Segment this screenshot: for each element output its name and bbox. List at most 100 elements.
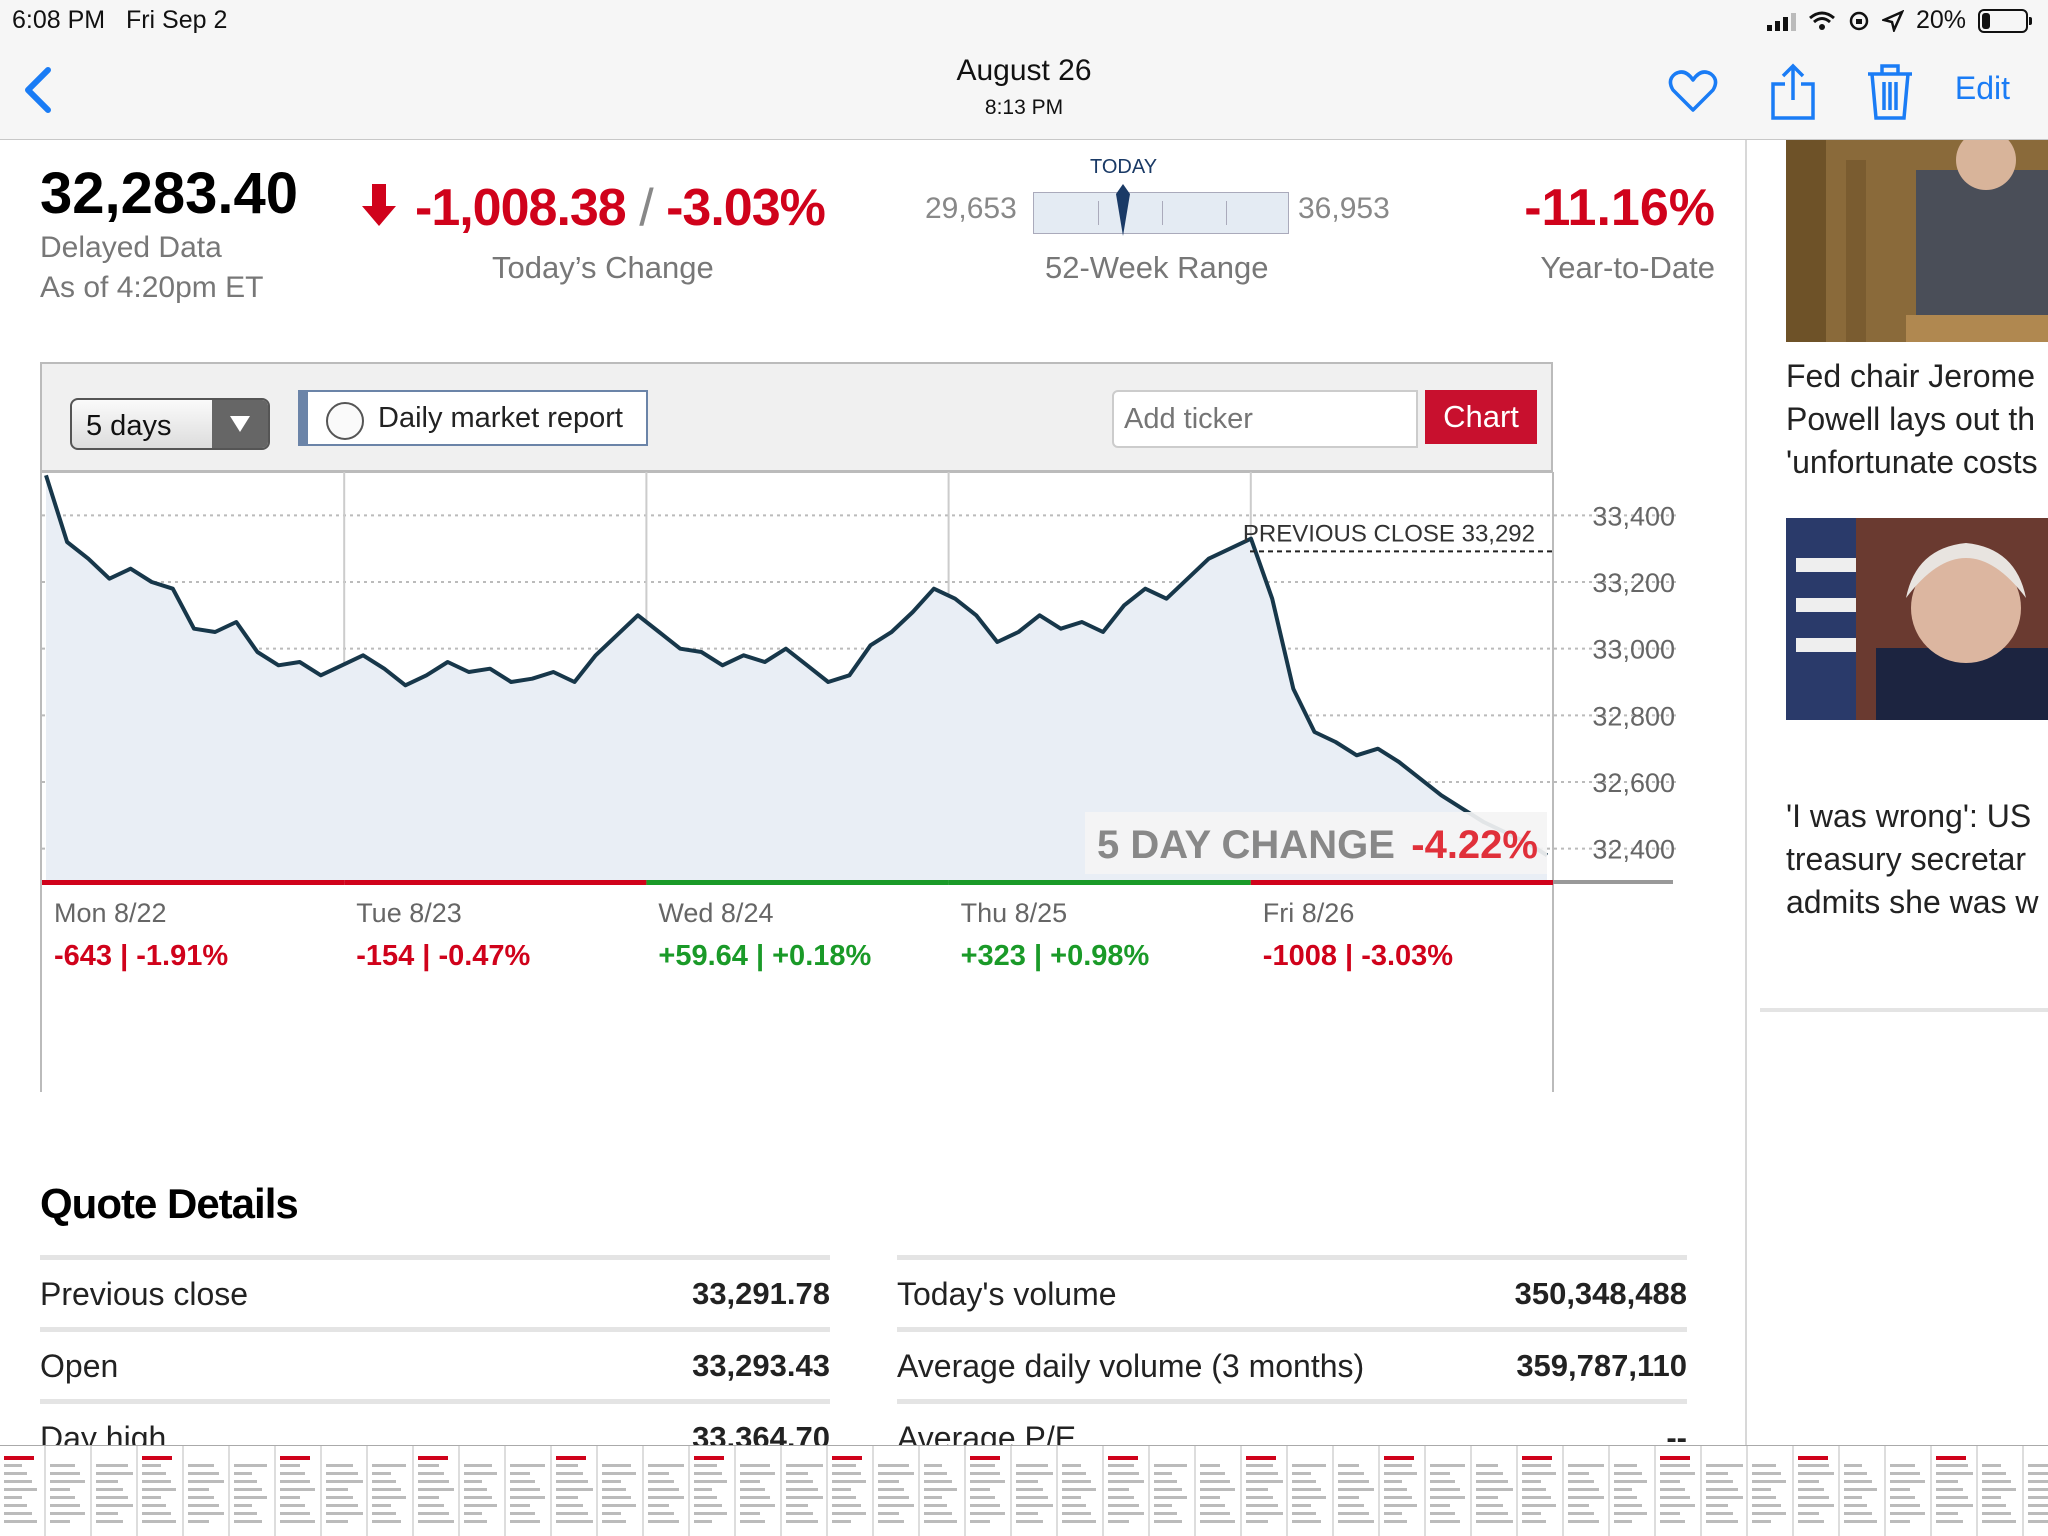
- page-thumbnail[interactable]: [506, 1446, 550, 1536]
- page-thumbnail[interactable]: [0, 1446, 44, 1536]
- index-price: 32,283.40: [40, 161, 299, 226]
- page-thumbnail[interactable]: [1794, 1446, 1838, 1536]
- story-headline[interactable]: 'I was wrong': US treasury secretar admi…: [1786, 798, 2039, 920]
- page-thumbnail[interactable]: [460, 1446, 504, 1536]
- period-select[interactable]: 5 days: [70, 398, 270, 450]
- daily-report-toggle[interactable]: Daily market report: [298, 390, 648, 446]
- page-thumbnail[interactable]: [230, 1446, 274, 1536]
- page-thumbnail[interactable]: [368, 1446, 412, 1536]
- page-thumbnail[interactable]: [1426, 1446, 1470, 1536]
- delayed-note: Delayed Data As of 4:20pm ET: [40, 231, 264, 304]
- page-thumbnail[interactable]: [1564, 1446, 1608, 1536]
- story-image-powell[interactable]: [1786, 140, 2048, 342]
- page-thumbnail[interactable]: [1932, 1446, 1976, 1536]
- day-label: Fri 8/26: [1263, 898, 1355, 928]
- page-title: August 26: [956, 54, 1092, 87]
- chevron-left-icon[interactable]: [18, 64, 62, 116]
- page-thumbnail[interactable]: [966, 1446, 1010, 1536]
- page-subtitle: 8:13 PM: [984, 96, 1064, 119]
- todays-change-value: -1,008.38 / -3.03%: [415, 179, 826, 237]
- page-thumbnail[interactable]: [1610, 1446, 1654, 1536]
- day-change-value: -643 | -1.91%: [54, 940, 228, 972]
- range-today-marker: [1116, 184, 1130, 236]
- page-thumbnail[interactable]: [92, 1446, 136, 1536]
- day-change-value: +323 | +0.98%: [961, 940, 1150, 972]
- day-change-bar: [646, 880, 949, 885]
- add-ticker-input[interactable]: [1112, 390, 1418, 448]
- status-bar: 6:08 PM Fri Sep 2 20%: [0, 0, 2048, 42]
- page-thumbnail[interactable]: [874, 1446, 918, 1536]
- trash-icon[interactable]: [1862, 62, 1918, 122]
- page-thumbnail[interactable]: [1840, 1446, 1884, 1536]
- day-change-bar: [42, 880, 345, 885]
- detail-row: Average daily volume (3 months) 359,787,1…: [897, 1327, 1687, 1399]
- page-thumbnail[interactable]: [184, 1446, 228, 1536]
- page-thumbnail[interactable]: [1288, 1446, 1332, 1536]
- page-thumbnail[interactable]: [920, 1446, 964, 1536]
- price-chart: 33,400 33,200 33,000 32,800 32,600 32,400 PREV…: [40, 472, 1680, 1092]
- range-label: 52-Week Range: [1045, 250, 1269, 285]
- ytd-value: -11.16%: [1524, 179, 1715, 237]
- axis-extension: [1553, 880, 1673, 884]
- share-icon[interactable]: [1765, 62, 1821, 122]
- ytd-label: Year-to-Date: [1540, 250, 1715, 285]
- page-thumbnail[interactable]: [1886, 1446, 1930, 1536]
- story-image-yellen[interactable]: [1786, 518, 2048, 720]
- page-thumbnail[interactable]: [1702, 1446, 1746, 1536]
- y-tick-label: 33,000: [1592, 635, 1675, 665]
- page-thumbnail-strip[interactable]: [0, 1445, 2048, 1536]
- day-change-value: -154 | -0.47%: [356, 940, 530, 972]
- navigation-bar: August 26 8:13 PM Edit: [0, 42, 2048, 140]
- page-thumbnail[interactable]: [414, 1446, 458, 1536]
- page-thumbnail[interactable]: [1380, 1446, 1424, 1536]
- wifi-icon: [1808, 11, 1835, 30]
- page-thumbnail[interactable]: [782, 1446, 826, 1536]
- day-change-bar: [1250, 880, 1553, 885]
- chart-button[interactable]: Chart: [1425, 390, 1537, 444]
- y-tick-label: 33,400: [1592, 501, 1675, 531]
- detail-row: Previous close 33,291.78: [40, 1255, 830, 1327]
- page-thumbnail[interactable]: [2024, 1446, 2048, 1536]
- day-label: Tue 8/23: [356, 898, 462, 928]
- page-thumbnail[interactable]: [138, 1446, 182, 1536]
- page-thumbnail[interactable]: [690, 1446, 734, 1536]
- toggle-circle-icon[interactable]: [326, 402, 364, 440]
- chart-panel: 5 days Daily market report Chart 33,400 3…: [40, 362, 1680, 1242]
- page-thumbnail[interactable]: [1518, 1446, 1562, 1536]
- rotation-lock-icon: [1849, 11, 1869, 30]
- page-thumbnail[interactable]: [644, 1446, 688, 1536]
- heart-icon[interactable]: [1665, 62, 1721, 122]
- status-indicators: 20%: [1766, 6, 2032, 35]
- chart-toolbar: 5 days Daily market report Chart: [40, 362, 1553, 472]
- page-thumbnail[interactable]: [1472, 1446, 1516, 1536]
- quote-details-title: Quote Details: [40, 1180, 299, 1227]
- story-headline[interactable]: Fed chair Jerome Powell lays out th 'unf…: [1786, 358, 2038, 480]
- page-thumbnail[interactable]: [1242, 1446, 1286, 1536]
- page-thumbnail[interactable]: [828, 1446, 872, 1536]
- page-thumbnail[interactable]: [1150, 1446, 1194, 1536]
- page-thumbnail[interactable]: [1104, 1446, 1148, 1536]
- page-thumbnail[interactable]: [736, 1446, 780, 1536]
- page-thumbnail[interactable]: [1656, 1446, 1700, 1536]
- day-label: Wed 8/24: [658, 898, 773, 928]
- day-label: Mon 8/22: [54, 898, 167, 928]
- page-thumbnail[interactable]: [276, 1446, 320, 1536]
- page-thumbnail[interactable]: [1196, 1446, 1240, 1536]
- page-thumbnail[interactable]: [1012, 1446, 1056, 1536]
- location-icon: [1881, 9, 1904, 32]
- page-thumbnail[interactable]: [552, 1446, 596, 1536]
- page-thumbnail[interactable]: [46, 1446, 90, 1536]
- page-thumbnail[interactable]: [1058, 1446, 1102, 1536]
- quote-details-left: Previous close 33,291.78 Open 33,293.43 Da…: [40, 1255, 830, 1445]
- column-divider: [1745, 140, 1747, 1445]
- range-low: 29,653: [925, 192, 1017, 225]
- page-thumbnail[interactable]: [1748, 1446, 1792, 1536]
- page-thumbnail[interactable]: [322, 1446, 366, 1536]
- page-thumbnail[interactable]: [598, 1446, 642, 1536]
- y-tick-label: 33,200: [1592, 568, 1675, 598]
- page-thumbnail[interactable]: [1978, 1446, 2022, 1536]
- page-thumbnail[interactable]: [1334, 1446, 1378, 1536]
- series-line: [44, 474, 1549, 857]
- edit-button[interactable]: Edit: [1954, 70, 2010, 106]
- chevron-down-icon[interactable]: [212, 400, 268, 448]
